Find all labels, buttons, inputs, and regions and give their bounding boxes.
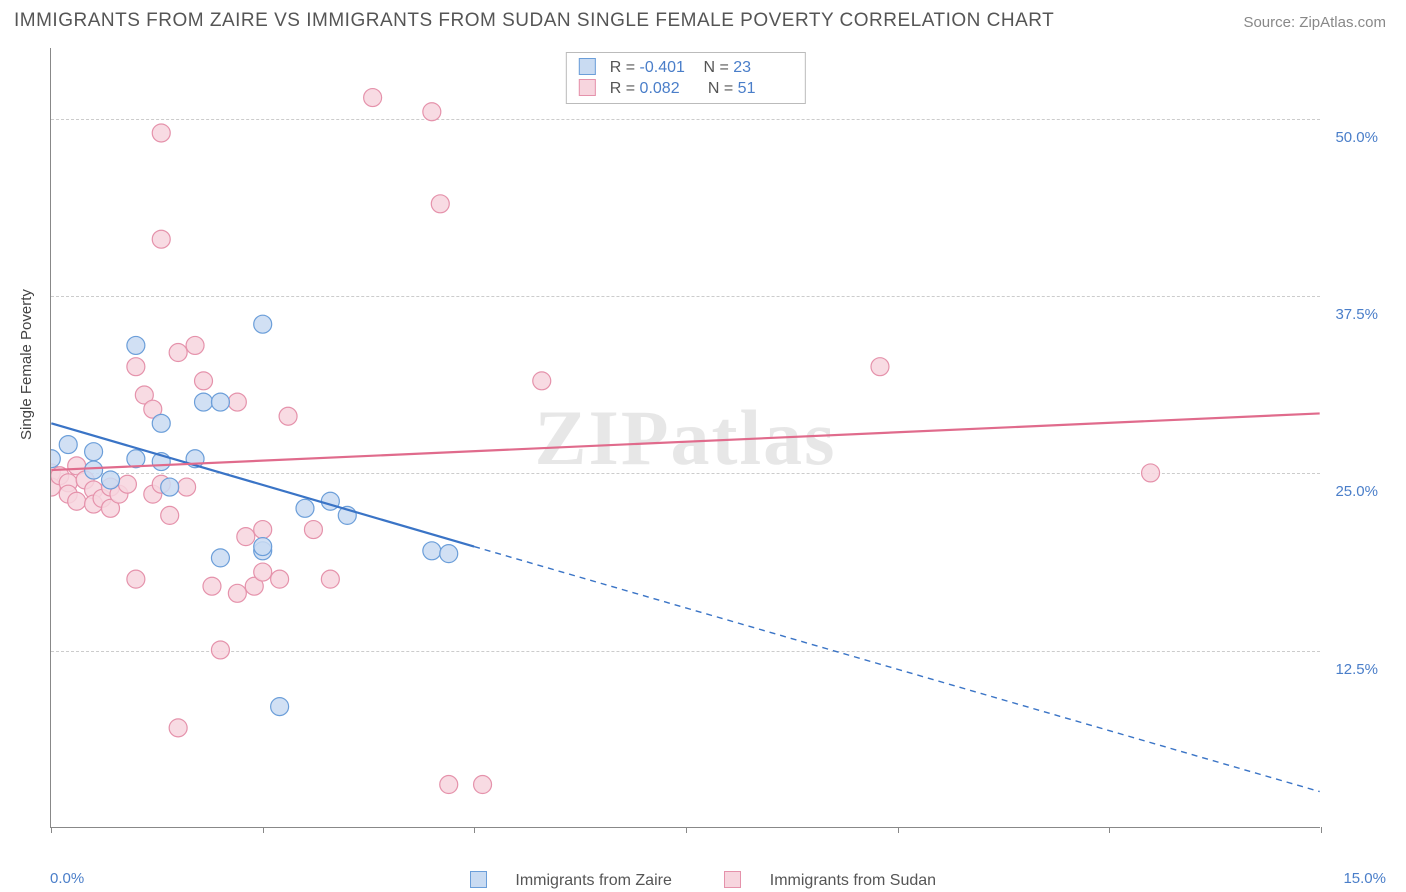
marker-zaire xyxy=(127,336,145,354)
marker-sudan xyxy=(871,358,889,376)
bottom-legend: Immigrants from Zaire Immigrants from Su… xyxy=(0,871,1406,890)
marker-zaire xyxy=(161,478,179,496)
marker-sudan xyxy=(237,528,255,546)
marker-sudan xyxy=(271,570,289,588)
marker-sudan xyxy=(211,641,229,659)
bottom-legend-zaire: Immigrants from Zaire xyxy=(458,872,688,889)
marker-sudan xyxy=(228,584,246,602)
swatch-zaire-bottom xyxy=(470,871,487,888)
swatch-zaire xyxy=(578,58,595,75)
marker-sudan xyxy=(254,521,272,539)
legend-row-sudan: R = 0.082 N = 51 xyxy=(578,78,792,99)
x-tick xyxy=(263,827,264,833)
y-tick-label: 12.5% xyxy=(1335,661,1378,678)
plot-area: ZIPatlas R = -0.401 N = 23 R = 0.082 N =… xyxy=(50,48,1320,828)
x-tick xyxy=(898,827,899,833)
marker-zaire xyxy=(195,393,213,411)
marker-sudan xyxy=(228,393,246,411)
marker-sudan xyxy=(203,577,221,595)
marker-sudan xyxy=(474,776,492,794)
marker-sudan xyxy=(195,372,213,390)
bottom-legend-sudan-label: Immigrants from Sudan xyxy=(770,872,936,889)
marker-sudan xyxy=(169,344,187,362)
marker-zaire xyxy=(296,499,314,517)
marker-sudan xyxy=(186,336,204,354)
chart-title: IMMIGRANTS FROM ZAIRE VS IMMIGRANTS FROM… xyxy=(14,10,1054,32)
marker-sudan xyxy=(152,124,170,142)
swatch-sudan xyxy=(578,79,595,96)
r-value-zaire: -0.401 xyxy=(640,59,695,77)
marker-sudan xyxy=(364,89,382,107)
marker-zaire xyxy=(85,443,103,461)
trendline-sudan xyxy=(51,413,1319,470)
chart-svg xyxy=(51,48,1320,827)
x-tick xyxy=(1321,827,1322,833)
marker-sudan xyxy=(118,475,136,493)
marker-zaire xyxy=(254,538,272,556)
y-axis-label: Single Female Poverty xyxy=(18,289,35,440)
marker-zaire xyxy=(152,414,170,432)
marker-zaire xyxy=(51,450,60,468)
marker-zaire xyxy=(59,436,77,454)
marker-sudan xyxy=(1142,464,1160,482)
marker-zaire xyxy=(211,549,229,567)
marker-zaire xyxy=(211,393,229,411)
trendline-zaire-dashed xyxy=(474,547,1320,792)
marker-sudan xyxy=(127,358,145,376)
x-tick xyxy=(51,827,52,833)
marker-sudan xyxy=(431,195,449,213)
x-tick xyxy=(686,827,687,833)
y-tick-label: 50.0% xyxy=(1335,129,1378,146)
marker-sudan xyxy=(178,478,196,496)
source-label: Source: ZipAtlas.com xyxy=(1243,14,1386,31)
marker-zaire xyxy=(440,545,458,563)
correlation-legend: R = -0.401 N = 23 R = 0.082 N = 51 xyxy=(565,52,805,104)
marker-sudan xyxy=(440,776,458,794)
marker-sudan xyxy=(169,719,187,737)
x-tick xyxy=(474,827,475,833)
marker-zaire xyxy=(423,542,441,560)
marker-zaire xyxy=(254,315,272,333)
marker-sudan xyxy=(279,407,297,425)
swatch-sudan-bottom xyxy=(724,871,741,888)
marker-sudan xyxy=(161,506,179,524)
marker-sudan xyxy=(304,521,322,539)
marker-zaire xyxy=(271,698,289,716)
marker-sudan xyxy=(321,570,339,588)
r-value-sudan: 0.082 xyxy=(640,80,695,98)
marker-zaire xyxy=(85,461,103,479)
marker-sudan xyxy=(423,103,441,121)
marker-sudan xyxy=(127,570,145,588)
n-value-zaire: 23 xyxy=(733,59,788,77)
marker-sudan xyxy=(152,230,170,248)
marker-sudan xyxy=(68,492,86,510)
bottom-legend-zaire-label: Immigrants from Zaire xyxy=(515,872,671,889)
n-value-sudan: 51 xyxy=(738,80,793,98)
marker-sudan xyxy=(533,372,551,390)
marker-sudan xyxy=(254,563,272,581)
y-tick-label: 37.5% xyxy=(1335,306,1378,323)
y-tick-label: 25.0% xyxy=(1335,483,1378,500)
x-tick xyxy=(1109,827,1110,833)
legend-row-zaire: R = -0.401 N = 23 xyxy=(578,57,792,78)
marker-zaire xyxy=(102,471,120,489)
bottom-legend-sudan: Immigrants from Sudan xyxy=(712,872,948,889)
